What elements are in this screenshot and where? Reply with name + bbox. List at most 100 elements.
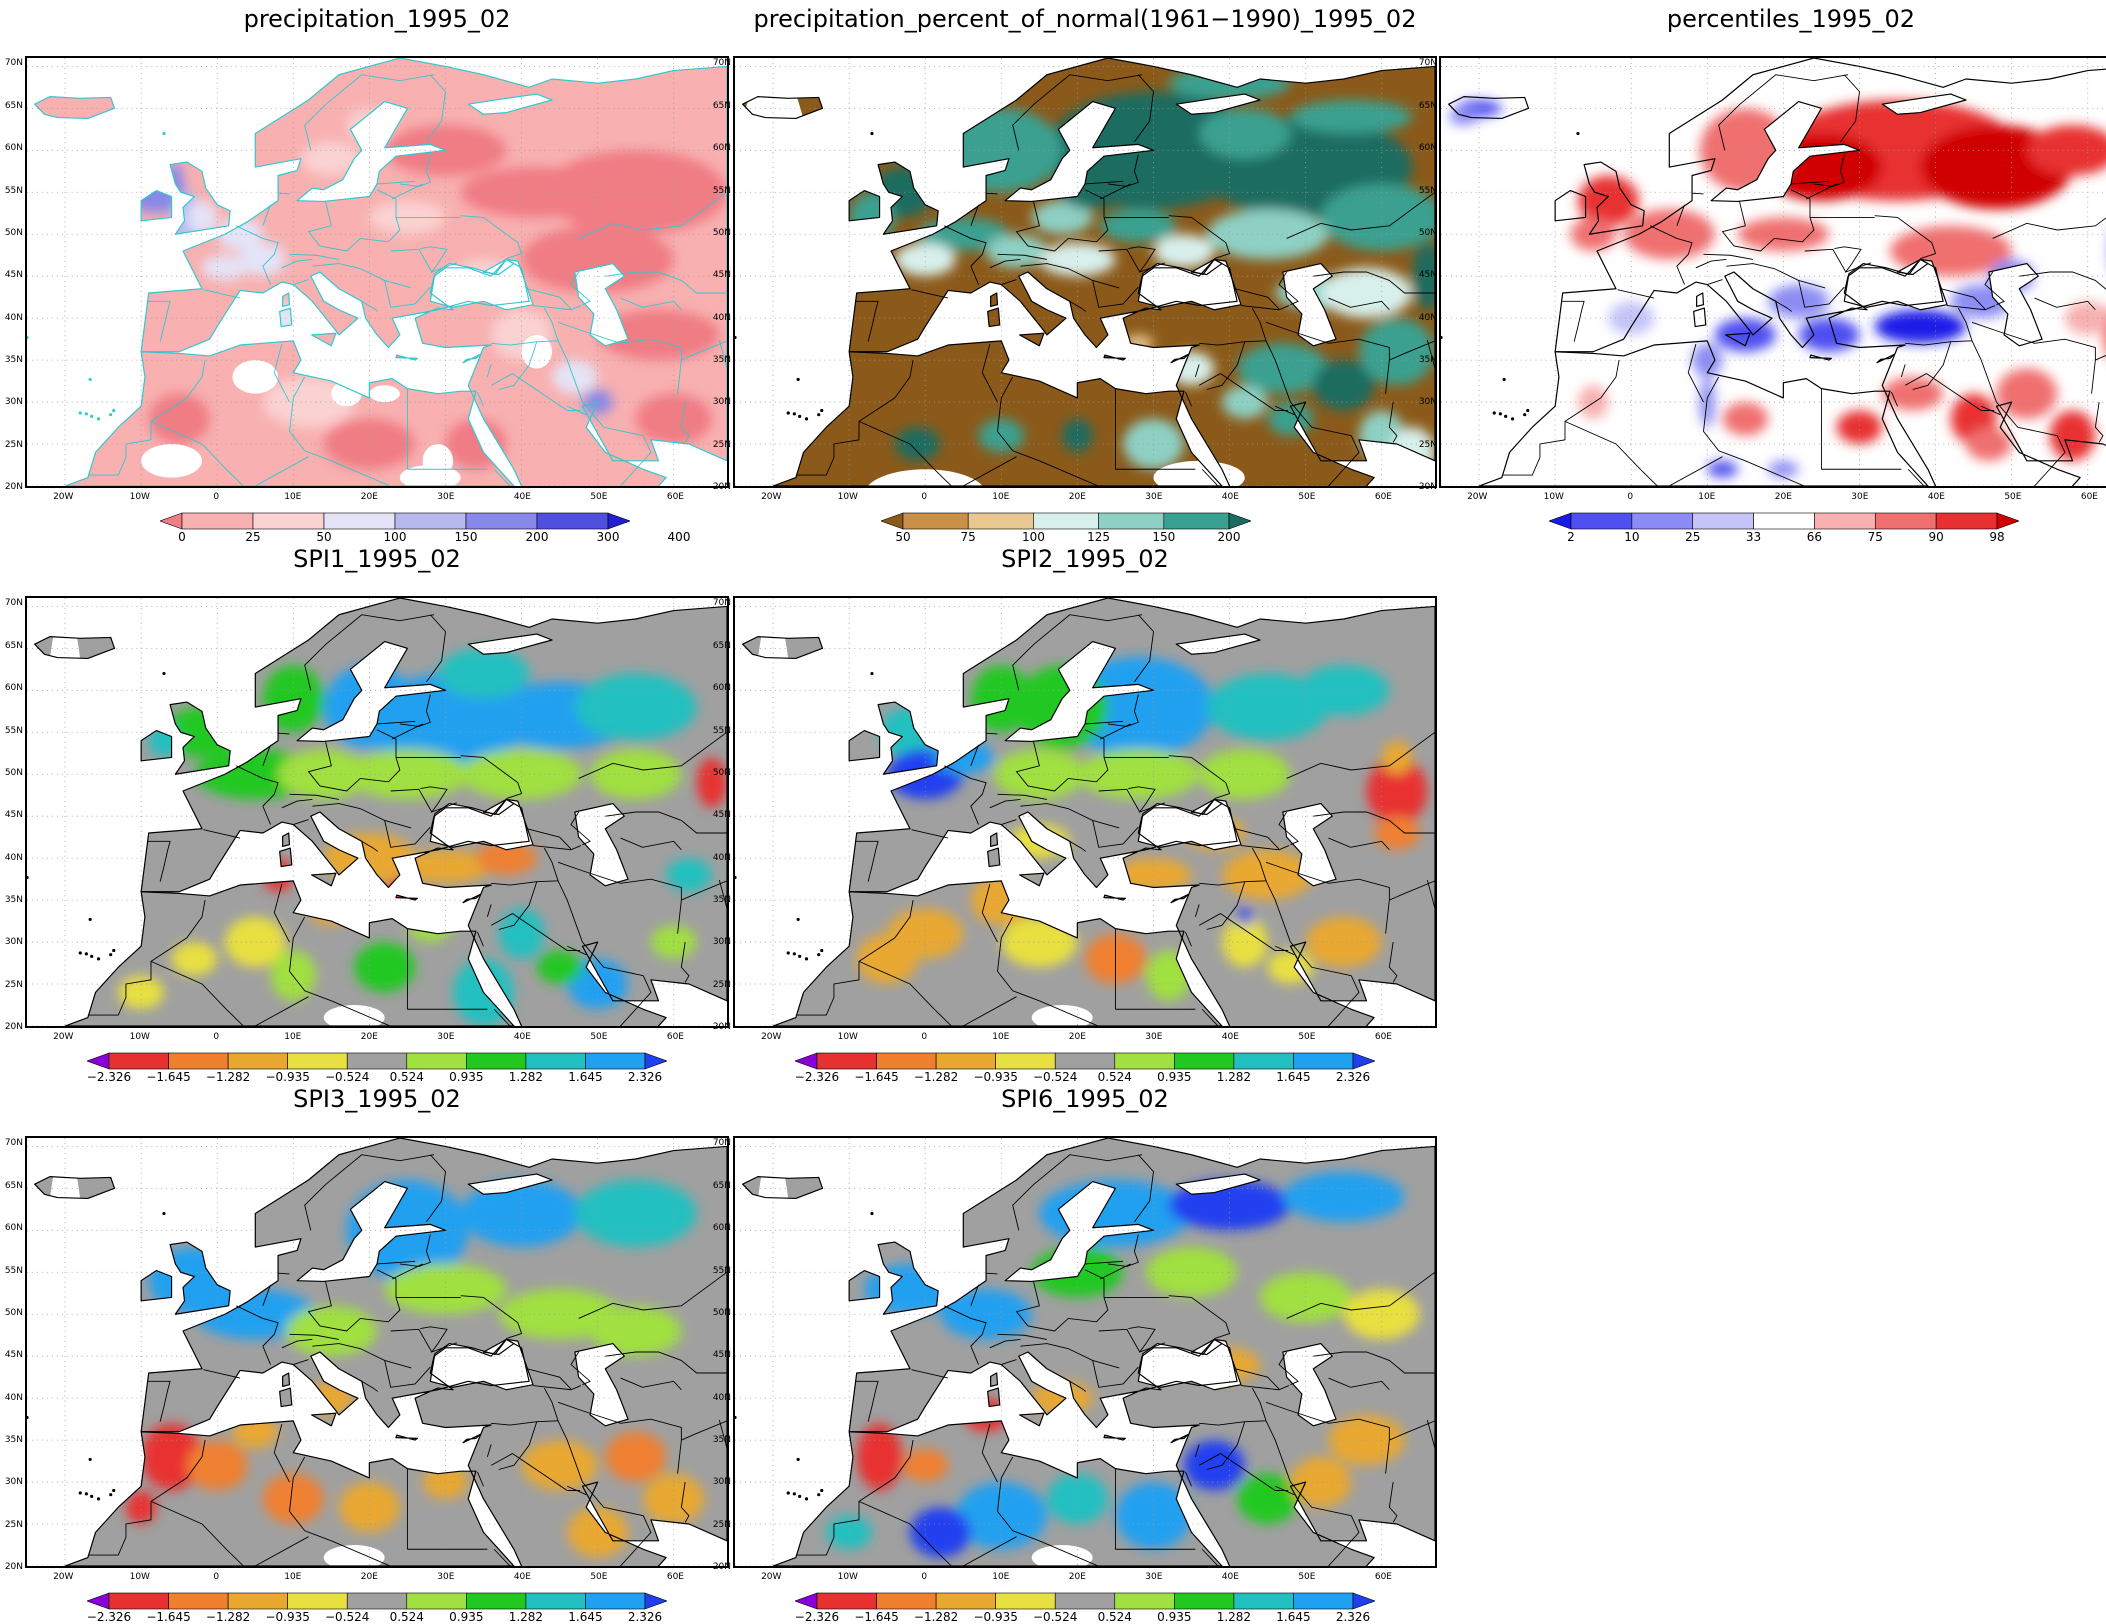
colorbar-label: −0.524 bbox=[325, 1610, 370, 1624]
colorbar-cell bbox=[227, 1592, 288, 1610]
colorbar-label: 1.282 bbox=[1216, 1610, 1252, 1624]
lat-tick-label: 40N bbox=[4, 852, 23, 863]
colorbar-cell bbox=[1935, 512, 1998, 530]
lat-tick-label: 50N bbox=[712, 767, 731, 778]
lat-tick-label: 55N bbox=[712, 1265, 731, 1276]
colorbar-label: −2.326 bbox=[794, 1610, 840, 1624]
lat-tick-label: 70N bbox=[4, 1138, 23, 1149]
lat-tick-label: 60N bbox=[4, 143, 23, 154]
colorbar bbox=[87, 1592, 667, 1610]
lat-tick-label: 70N bbox=[4, 58, 23, 69]
lat-tick-label: 40N bbox=[712, 852, 731, 863]
map-frame bbox=[25, 596, 729, 1028]
colorbar-cell bbox=[181, 512, 254, 530]
lat-tick-label: 65N bbox=[4, 1180, 23, 1191]
colorbar-label: −1.282 bbox=[205, 1070, 251, 1084]
lon-tick-label: 0 bbox=[213, 1032, 220, 1042]
map-canvas bbox=[27, 598, 727, 1026]
lon-tick-label: 10E bbox=[992, 492, 1010, 502]
colorbar-label: 0.524 bbox=[1097, 1070, 1132, 1084]
lat-tick-label: 60N bbox=[4, 1223, 23, 1234]
colorbar-label: 1.282 bbox=[508, 1610, 544, 1624]
lon-tick-label: 30E bbox=[1851, 492, 1869, 502]
colorbar-cell bbox=[406, 1592, 467, 1610]
lon-tick-label: 20E bbox=[1068, 492, 1086, 502]
colorbar-cell bbox=[287, 1592, 348, 1610]
colorbar-label: 0.524 bbox=[1097, 1610, 1132, 1624]
colorbar-label: −0.524 bbox=[325, 1070, 370, 1084]
lon-tick-label: 40E bbox=[1221, 1032, 1239, 1042]
lat-tick-label: 70N bbox=[4, 598, 23, 609]
lon-tick-label: 60E bbox=[1374, 492, 1392, 502]
lat-tick-label: 45N bbox=[1418, 270, 1437, 281]
lat-tick-label: 30N bbox=[4, 1477, 23, 1488]
lon-tick-label: 40E bbox=[1927, 492, 1945, 502]
lon-tick-label: 0 bbox=[213, 1572, 220, 1582]
lat-tick-label: 45N bbox=[4, 270, 23, 281]
lat-tick-label: 25N bbox=[1418, 439, 1437, 450]
colorbar-label: 1.645 bbox=[568, 1610, 603, 1624]
lat-tick-label: 65N bbox=[1418, 100, 1437, 111]
panel-title: precipitation_1995_02 bbox=[243, 5, 511, 33]
colorbar-label: −1.282 bbox=[205, 1610, 251, 1624]
lat-tick-label: 35N bbox=[4, 354, 23, 365]
colorbar-cell bbox=[287, 1052, 348, 1070]
lon-tick-label: 10W bbox=[129, 492, 150, 502]
lat-tick-label: 55N bbox=[4, 725, 23, 736]
lat-tick-label: 65N bbox=[712, 640, 731, 651]
colorbar-label: 400 bbox=[667, 530, 691, 544]
colorbar-label: −0.935 bbox=[973, 1070, 1018, 1084]
lon-tick-label: 50E bbox=[1298, 1032, 1316, 1042]
lon-tick-label: 50E bbox=[590, 492, 608, 502]
colorbar-label: 90 bbox=[1928, 530, 1944, 544]
colorbar-high-arrow bbox=[1996, 512, 2019, 530]
colorbar-cell bbox=[227, 1052, 288, 1070]
colorbar-label: 50 bbox=[895, 530, 911, 544]
lat-tick-label: 50N bbox=[1418, 227, 1437, 238]
colorbar-cell bbox=[1033, 512, 1099, 530]
colorbar-label: −0.524 bbox=[1033, 1070, 1078, 1084]
lon-tick-label: 20W bbox=[761, 1572, 782, 1582]
colorbar-label: 10 bbox=[1624, 530, 1640, 544]
colorbar-low-arrow bbox=[87, 1052, 110, 1070]
lat-tick-label: 65N bbox=[712, 1180, 731, 1191]
lon-tick-label: 0 bbox=[921, 492, 928, 502]
panel-title: SPI3_1995_02 bbox=[293, 1085, 461, 1113]
map-frame bbox=[733, 596, 1437, 1028]
colorbar-cell bbox=[935, 1592, 996, 1610]
lat-tick-label: 60N bbox=[712, 143, 731, 154]
map-frame bbox=[25, 56, 729, 488]
lon-tick-label: 40E bbox=[513, 1572, 531, 1582]
lon-tick-label: 50E bbox=[2004, 492, 2022, 502]
lat-tick-label: 20N bbox=[1418, 482, 1437, 492]
lon-tick-label: 10E bbox=[284, 1572, 302, 1582]
colorbar-cell bbox=[1233, 1592, 1294, 1610]
colorbar-cell bbox=[1293, 1592, 1354, 1610]
panel-spi2: SPI2_1995_02 70N 65N 60N 55N 50N 45N 40N 35N 30N… bbox=[713, 540, 1437, 1084]
colorbar-cell bbox=[323, 512, 396, 530]
colorbar-cell bbox=[876, 1052, 937, 1070]
lon-tick-label: 60E bbox=[666, 1032, 684, 1042]
lat-tick-label: 25N bbox=[4, 439, 23, 450]
lon-tick-label: 30E bbox=[1145, 492, 1163, 502]
lon-tick-label: 40E bbox=[1221, 492, 1239, 502]
colorbar bbox=[87, 1052, 667, 1070]
lat-tick-label: 65N bbox=[4, 640, 23, 651]
lat-tick-label: 20N bbox=[712, 1022, 731, 1032]
lon-tick-label: 20W bbox=[761, 1032, 782, 1042]
colorbar-cell bbox=[168, 1592, 229, 1610]
colorbar-low-arrow bbox=[881, 512, 904, 530]
colorbar-label: 1.282 bbox=[508, 1070, 544, 1084]
lon-tick-label: 50E bbox=[1298, 492, 1316, 502]
colorbar-high-arrow bbox=[607, 512, 630, 530]
colorbar-label: 150 bbox=[454, 530, 478, 544]
lon-tick-label: 30E bbox=[1145, 1032, 1163, 1042]
panel-percent-of-normal: precipitation_percent_of_normal(1961−199… bbox=[713, 0, 1437, 544]
colorbar-cell bbox=[1293, 1052, 1354, 1070]
colorbar-label: −2.326 bbox=[794, 1070, 840, 1084]
colorbar-label: 200 bbox=[1217, 530, 1241, 544]
colorbar-label: −1.645 bbox=[146, 1610, 191, 1624]
panel-title: SPI2_1995_02 bbox=[1001, 545, 1169, 573]
lat-tick-label: 35N bbox=[712, 1434, 731, 1445]
lat-tick-label: 35N bbox=[1418, 354, 1437, 365]
